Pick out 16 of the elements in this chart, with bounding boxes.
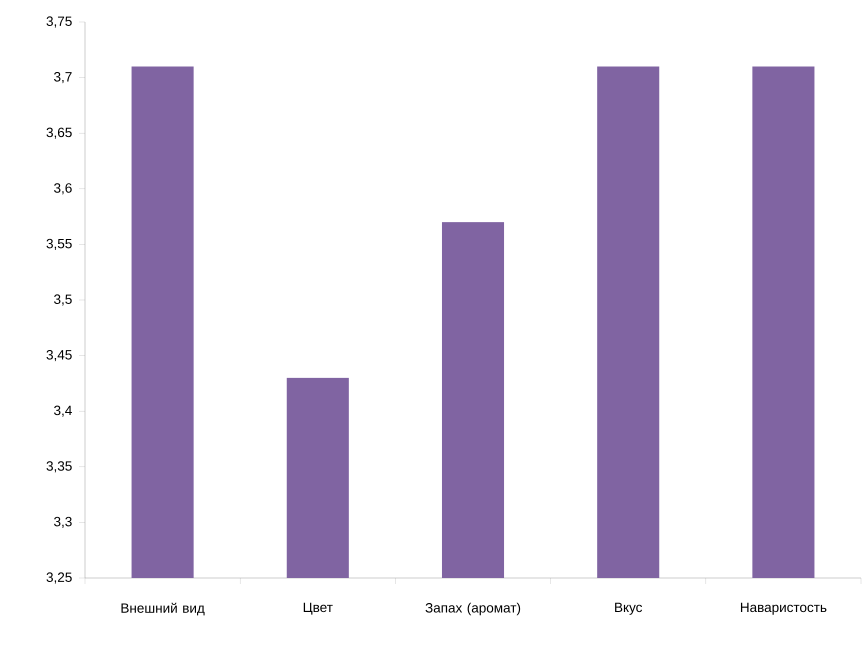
y-tick-label: 3,65 (46, 128, 72, 139)
x-tick-label: Внешний вид (121, 602, 205, 616)
x-tick-label: Наваристость (740, 602, 826, 615)
y-tick-label: 3,35 (46, 461, 72, 472)
y-tick-label: 3,6 (54, 183, 72, 194)
y-tick-label: 3,45 (46, 350, 72, 362)
x-tick-label: Запах (аромат) (425, 602, 520, 616)
y-tick-label: 3,5 (54, 294, 72, 306)
y-tick-label: 3,55 (46, 238, 72, 250)
y-tick-label: 3,4 (54, 406, 72, 417)
x-tick-label: Вкус (615, 602, 642, 615)
y-tick-label: 3,25 (46, 572, 72, 584)
y-tick-label: 3,3 (54, 516, 72, 528)
y-tick-label: 3,75 (46, 16, 72, 28)
x-tick-label: Цвет (304, 602, 333, 615)
y-tick-label: 3,7 (54, 72, 72, 84)
